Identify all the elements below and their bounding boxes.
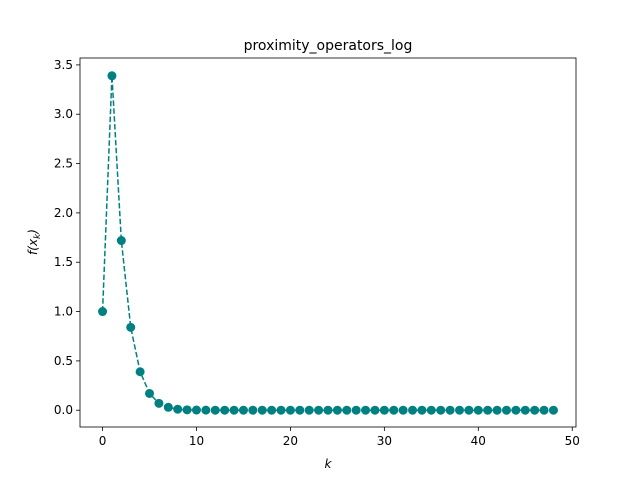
data-point (436, 405, 446, 415)
data-point (492, 405, 502, 415)
x-tick-label: 30 (377, 434, 392, 448)
data-point (295, 405, 305, 415)
y-tick-label: 1.0 (54, 305, 73, 319)
plot-frame (79, 57, 577, 428)
data-point (182, 405, 192, 415)
data-point (426, 405, 436, 415)
data-point (126, 322, 136, 332)
data-point (154, 398, 164, 408)
y-axis-label-subscript: k (33, 233, 43, 239)
data-point (314, 405, 324, 415)
x-tick-label: 10 (189, 434, 204, 448)
y-tick-label: 2.5 (54, 157, 73, 171)
data-point (238, 405, 248, 415)
data-point (201, 405, 211, 415)
data-point (445, 405, 455, 415)
data-point (267, 405, 277, 415)
data-point (220, 405, 230, 415)
data-point (511, 405, 521, 415)
data-point (389, 405, 399, 415)
data-point (323, 405, 333, 415)
y-axis-label-base: f(x (26, 238, 40, 255)
data-point (501, 405, 511, 415)
data-point (483, 405, 493, 415)
data-point (285, 405, 295, 415)
y-axis-label-close: ) (26, 229, 40, 235)
data-point (332, 405, 342, 415)
y-axis-ticks: 0.0 0.5 1.0 1.5 2.0 2.5 3.0 3.5 (54, 58, 80, 417)
data-point (107, 71, 117, 81)
data-point (98, 307, 108, 317)
data-point (473, 405, 483, 415)
data-point (145, 388, 155, 398)
y-axis-label: f(xk) (26, 229, 43, 255)
x-tick-label: 50 (565, 434, 580, 448)
data-point (464, 405, 474, 415)
data-point (520, 405, 530, 415)
y-tick-label: 0.0 (54, 403, 73, 417)
data-point (539, 405, 549, 415)
y-tick-label: 1.5 (54, 255, 73, 269)
x-axis-ticks: 0 10 20 30 40 50 (99, 427, 580, 448)
data-point (257, 405, 267, 415)
x-tick-label: 0 (99, 434, 107, 448)
series-layer (98, 71, 558, 415)
y-tick-label: 2.0 (54, 206, 73, 220)
data-point (210, 405, 220, 415)
x-tick-label: 20 (283, 434, 298, 448)
x-axis-label: k (325, 457, 333, 471)
data-point (276, 405, 286, 415)
data-point (417, 405, 427, 415)
data-point (398, 405, 408, 415)
data-point (455, 405, 465, 415)
data-point (116, 236, 126, 246)
data-point (530, 405, 540, 415)
data-point (379, 405, 389, 415)
data-point (548, 405, 558, 415)
data-point (135, 367, 145, 377)
y-tick-label: 0.5 (54, 354, 73, 368)
data-point (191, 405, 201, 415)
chart-title: proximity_operators_log (244, 38, 413, 54)
y-tick-label: 3.0 (54, 107, 73, 121)
data-point (173, 404, 183, 414)
data-point (229, 405, 239, 415)
data-point (163, 402, 173, 412)
y-tick-label: 3.5 (54, 58, 73, 72)
data-point (361, 405, 371, 415)
data-point (370, 405, 380, 415)
data-point (351, 405, 361, 415)
data-point (248, 405, 258, 415)
data-point (408, 405, 418, 415)
data-point (304, 405, 314, 415)
data-point (342, 405, 352, 415)
x-tick-label: 40 (471, 434, 486, 448)
